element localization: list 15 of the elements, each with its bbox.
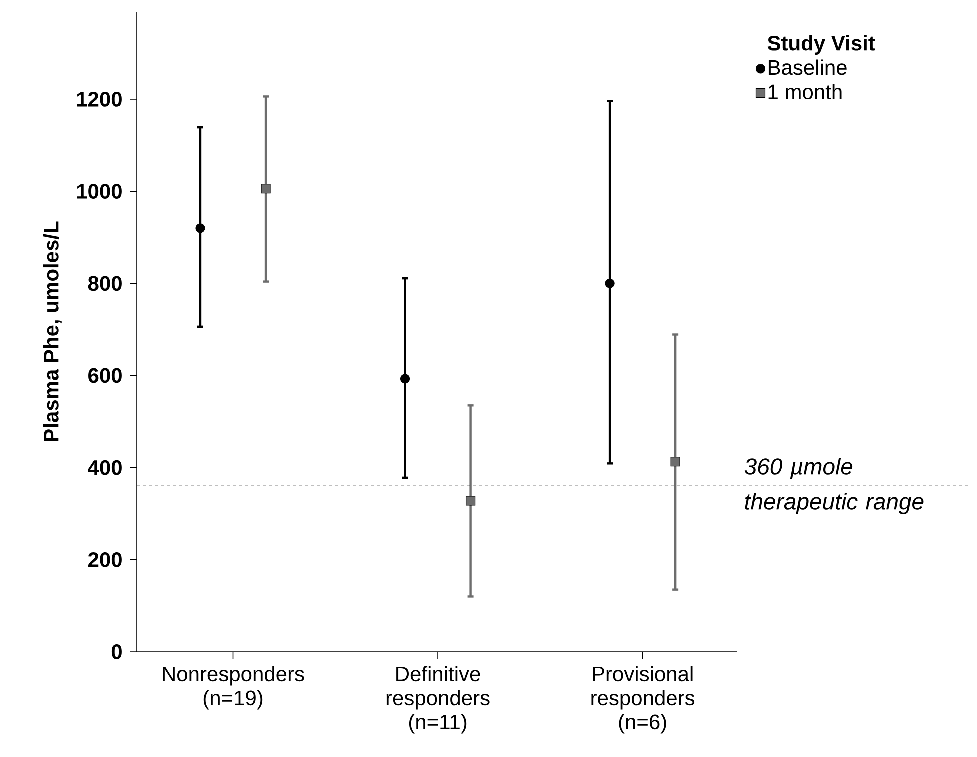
legend-label: Baseline <box>768 60 847 76</box>
y-tick-label: 400 <box>88 460 122 476</box>
y-tick-label: 600 <box>88 368 122 384</box>
y-axis-title: Plasma Phe, umoles/L <box>43 222 62 442</box>
legend-title: Study Visit <box>768 35 876 55</box>
legend-label: 1 month <box>768 84 842 100</box>
y-tick-label: 0 <box>112 644 122 660</box>
y-tick-label: 1000 <box>77 184 122 199</box>
y-tick-label: 800 <box>88 276 122 292</box>
y-tick-label: 200 <box>88 552 122 568</box>
x-tick-label: Provisional responders (n=6) <box>592 666 695 734</box>
x-tick-label: Nonresponders (n=19) <box>163 666 304 710</box>
y-tick-label: 1200 <box>77 92 122 107</box>
x-tick-label: Definitive responders (n=11) <box>386 666 490 734</box>
ref-line-label: 360 µmole therapeutic range <box>744 458 924 514</box>
